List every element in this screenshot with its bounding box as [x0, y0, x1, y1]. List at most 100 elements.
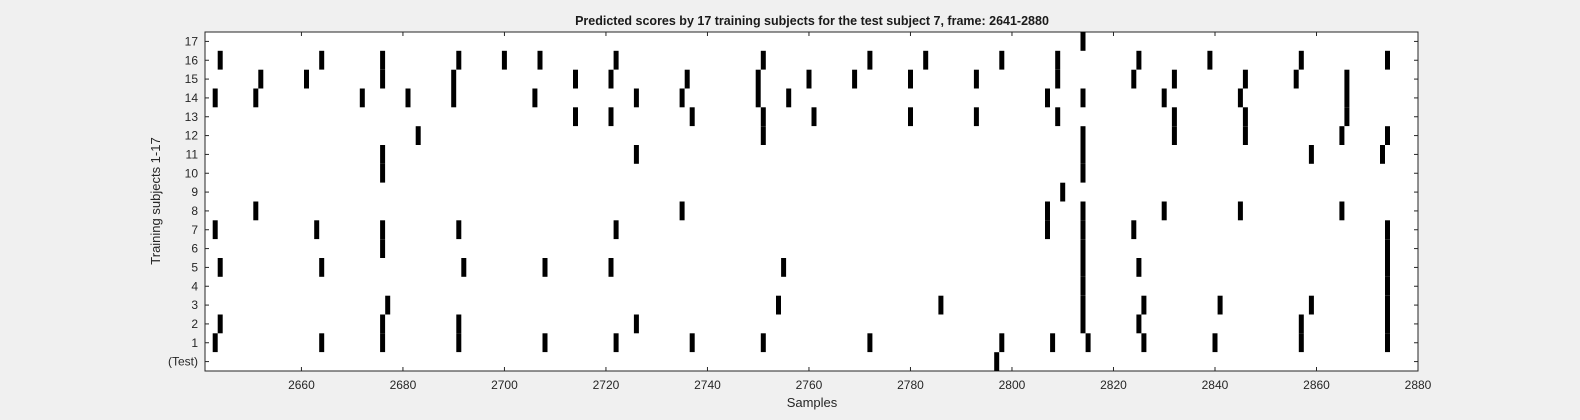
raster-mark-row-14-7 [679, 88, 685, 108]
y-tick-label: 9 [191, 185, 198, 199]
raster-mark-row-5-4 [608, 258, 614, 277]
raster-mark-row-13-7 [1055, 107, 1061, 127]
x-tick-label: 2700 [491, 378, 518, 392]
raster-mark-row-4-1 [1385, 276, 1390, 296]
raster-mark-row-1-5 [613, 333, 619, 353]
raster-mark-row-2-2 [456, 314, 462, 334]
raster-mark-row-8-4 [1161, 201, 1167, 221]
raster-mark-row-15-13 [1131, 69, 1137, 89]
raster-mark-row-10-0 [380, 163, 386, 183]
y-tick-label: 12 [185, 129, 199, 143]
raster-mark-row-13-6 [973, 107, 979, 127]
raster-mark-row-7-2 [380, 220, 386, 240]
raster-mark-row-2-6 [1298, 314, 1304, 334]
x-tick-label: 2800 [999, 378, 1026, 392]
raster-mark-row-1-8 [867, 333, 873, 353]
x-tick-label: 2720 [593, 378, 620, 392]
y-tick-label: 14 [185, 91, 199, 105]
y-tick-label: 6 [191, 242, 198, 256]
raster-mark-row-7-0 [212, 220, 218, 240]
raster-mark-row-0-0 [994, 352, 1000, 371]
raster-mark-row-6-1 [1080, 239, 1086, 258]
raster-mark-row-14-8 [755, 88, 761, 108]
raster-mark-row-8-1 [679, 201, 685, 221]
raster-mark-row-5-8 [1385, 258, 1390, 277]
raster-mark-row-1-2 [380, 333, 386, 353]
raster-mark-row-15-15 [1242, 69, 1248, 89]
raster-mark-row-3-4 [1141, 295, 1147, 315]
y-tick-label: 16 [185, 53, 199, 67]
raster-mark-row-7-3 [456, 220, 462, 240]
x-tick-label: 2880 [1405, 378, 1432, 392]
x-tick-label: 2840 [1202, 378, 1229, 392]
raster-mark-row-12-1 [760, 126, 766, 145]
y-tick-label: 3 [191, 298, 198, 312]
raster-mark-row-8-0 [253, 201, 259, 221]
raster-mark-row-15-0 [258, 69, 264, 89]
raster-mark-row-14-6 [633, 88, 639, 108]
raster-mark-row-4-0 [1080, 276, 1086, 296]
raster-mark-row-13-10 [1344, 107, 1350, 127]
raster-mark-row-13-2 [689, 107, 695, 127]
raster-mark-row-3-6 [1308, 295, 1314, 315]
raster-mark-row-13-0 [573, 107, 578, 127]
x-tick-label: 2660 [288, 378, 315, 392]
raster-mark-row-5-0 [217, 258, 223, 277]
raster-mark-row-15-2 [380, 69, 386, 89]
raster-mark-row-13-4 [811, 107, 817, 127]
y-tick-label: 2 [191, 317, 198, 331]
raster-mark-row-14-9 [786, 88, 792, 108]
raster-mark-row-11-2 [1080, 145, 1086, 164]
raster-mark-row-14-5 [532, 88, 538, 108]
raster-mark-row-3-5 [1217, 295, 1223, 315]
raster-mark-row-3-0 [385, 295, 391, 315]
raster-mark-row-8-5 [1237, 201, 1243, 221]
raster-mark-row-14-4 [451, 88, 457, 108]
raster-mark-row-16-14 [1298, 50, 1304, 70]
raster-mark-row-7-8 [1385, 220, 1390, 240]
raster-mark-row-15-6 [684, 69, 690, 89]
y-tick-label: 5 [191, 260, 198, 274]
raster-mark-row-14-1 [253, 88, 259, 108]
raster-mark-row-1-10 [1050, 333, 1056, 353]
raster-mark-row-15-9 [852, 69, 858, 89]
raster-mark-row-1-12 [1141, 333, 1147, 353]
raster-mark-row-14-3 [405, 88, 411, 108]
raster-mark-row-9-0 [1060, 182, 1066, 202]
raster-mark-row-1-14 [1298, 333, 1304, 353]
raster-mark-row-16-12 [1136, 50, 1142, 70]
raster-mark-row-12-3 [1171, 126, 1177, 145]
raster-mark-row-16-3 [456, 50, 462, 70]
raster-mark-row-1-11 [1085, 333, 1091, 353]
raster-mark-row-15-17 [1344, 69, 1350, 89]
raster-mark-row-15-16 [1293, 69, 1299, 89]
raster-mark-row-2-5 [1136, 314, 1142, 334]
raster-mark-row-15-11 [973, 69, 979, 89]
raster-mark-row-12-2 [1080, 126, 1086, 145]
raster-marks [212, 32, 1390, 371]
raster-mark-row-5-3 [542, 258, 548, 277]
raster-mark-row-5-6 [1080, 258, 1086, 277]
raster-mark-row-5-2 [461, 258, 467, 277]
raster-mark-row-6-0 [380, 239, 386, 258]
raster-mark-row-14-0 [212, 88, 218, 108]
raster-mark-row-3-7 [1385, 295, 1390, 315]
raster-mark-row-3-1 [776, 295, 781, 315]
raster-mark-row-16-1 [319, 50, 325, 70]
raster-mark-row-5-5 [781, 258, 787, 277]
raster-mark-row-3-3 [1080, 295, 1086, 315]
raster-mark-row-16-7 [760, 50, 766, 70]
raster-mark-row-3-2 [938, 295, 944, 315]
raster-mark-row-1-4 [542, 333, 548, 353]
raster-mark-row-8-2 [1045, 201, 1050, 221]
raster-mark-row-13-8 [1171, 107, 1177, 127]
x-tick-label: 2740 [694, 378, 721, 392]
raster-mark-row-14-2 [359, 88, 365, 108]
raster-mark-row-14-14 [1344, 88, 1350, 108]
raster-mark-row-2-4 [1080, 314, 1086, 334]
raster-mark-row-2-7 [1385, 314, 1390, 334]
y-tick-label: 8 [191, 204, 198, 218]
raster-mark-row-12-6 [1385, 126, 1390, 145]
y-tick-label: 15 [185, 72, 199, 86]
